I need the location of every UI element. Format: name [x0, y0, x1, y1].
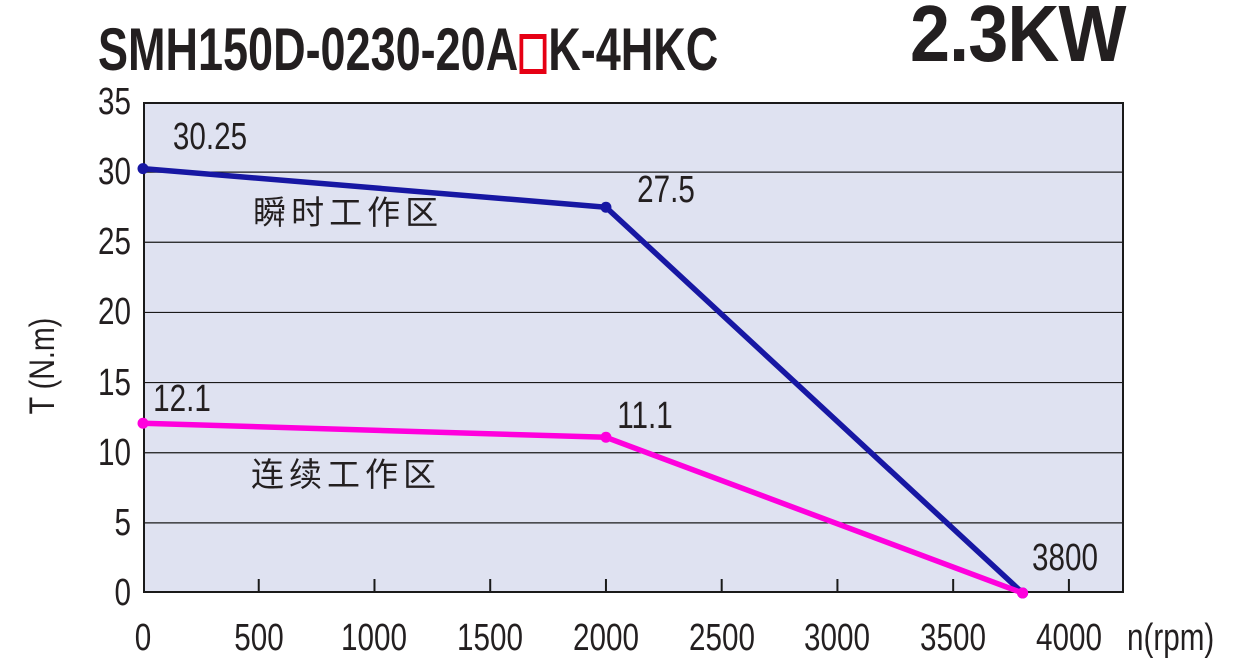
y-tick-label: 15 — [98, 361, 131, 404]
model-prefix: SMH150D-0230-20A — [98, 16, 519, 83]
x-tick-label: 4000 — [1035, 617, 1102, 659]
x-tick-label: 500 — [234, 617, 284, 659]
x-axis-title: n(rpm) — [1127, 617, 1215, 659]
point-value-label: 11.1 — [617, 395, 674, 438]
point-value-label: 30.25 — [173, 116, 248, 159]
y-tick-label: 35 — [98, 81, 131, 123]
zone-label: 瞬时工作区 — [253, 193, 444, 231]
x-tick-label: 3000 — [804, 617, 871, 659]
model-suffix: K-4HKC — [548, 16, 719, 83]
point-value-label: 27.5 — [637, 169, 695, 212]
point-value-label: 3800 — [1031, 536, 1098, 579]
x-tick-label: 1000 — [341, 617, 408, 659]
power-rating: 2.3KW — [910, 0, 1126, 78]
y-tick-label: 25 — [98, 221, 131, 264]
y-tick-label: 10 — [98, 431, 131, 474]
x-tick-label: 0 — [134, 617, 152, 659]
point-value-label: 12.1 — [153, 378, 212, 421]
x-tick-label: 2500 — [688, 617, 755, 659]
y-tick-label: 0 — [114, 572, 131, 614]
x-tick-label: 3500 — [920, 617, 987, 659]
y-tick-label: 20 — [98, 291, 131, 334]
y-tick-label: 5 — [114, 501, 131, 544]
zone-label: 连续工作区 — [251, 456, 441, 494]
x-tick-label: 2000 — [572, 617, 639, 659]
y-tick-label: 30 — [98, 151, 131, 194]
model-placeholder-box-icon — [519, 34, 547, 74]
x-tick-label: 1500 — [457, 617, 524, 659]
motor-model-title: SMH150D-0230-20A K-4HKC — [98, 20, 718, 84]
